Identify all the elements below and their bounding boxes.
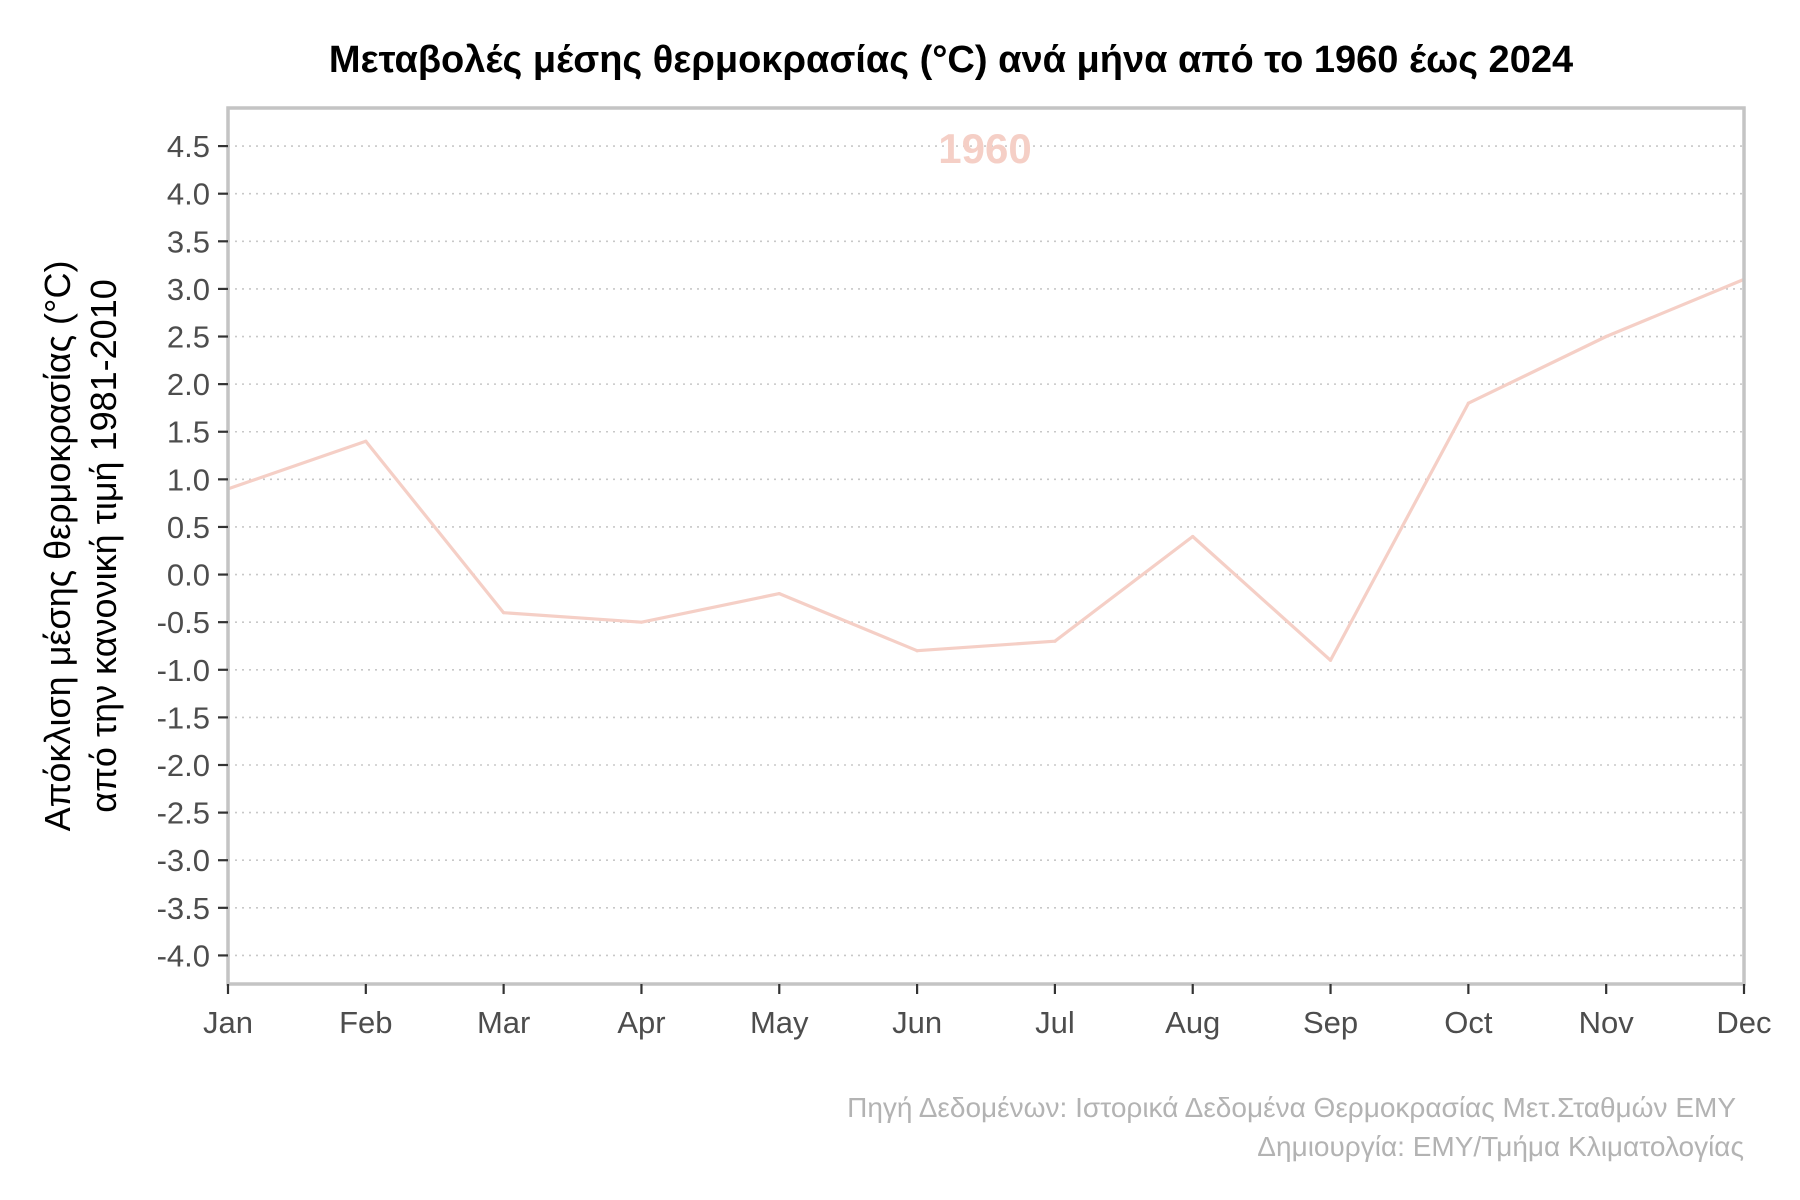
data-point: [364, 439, 368, 443]
data-point: [1191, 534, 1195, 539]
x-tick-label: Nov: [1579, 1005, 1635, 1040]
caption-source: Πηγή Δεδομένων: Ιστορικά Δεδομένα Θερμοκ…: [847, 1092, 1736, 1123]
data-point: [915, 649, 919, 653]
series-line: [227, 277, 1745, 662]
x-tick-label: Feb: [339, 1005, 392, 1040]
gridlines: [228, 145, 1744, 957]
y-tick-label: 0.5: [167, 510, 210, 545]
data-point: [1604, 334, 1608, 339]
x-tick-label: Mar: [477, 1005, 530, 1040]
data-point: [639, 620, 644, 624]
plot-panel-border: [226, 106, 1746, 986]
x-tick-label: Jun: [892, 1005, 942, 1040]
x-tick-label: Dec: [1716, 1005, 1771, 1040]
y-tick-label: 0.0: [167, 558, 210, 593]
y-tick-label: -1.0: [157, 653, 210, 688]
y-tick-label: -4.0: [157, 938, 210, 973]
y-tick-label: 2.5: [167, 320, 210, 355]
y-axis-title-line-2: από την κανονική τιμή 1981-2010: [83, 279, 124, 812]
y-tick-label: 2.0: [167, 367, 210, 402]
y-tick-label: 1.5: [167, 415, 210, 450]
y-axis-title-line-1: Απόκλιση μέσης θερμοκρασίας (°C): [37, 261, 78, 832]
data-point: [1053, 639, 1057, 643]
y-tick-label: -1.5: [157, 700, 210, 735]
y-axis-title: Απόκλιση μέσης θερμοκρασίας (°C): [37, 261, 78, 832]
x-tick-label: Sep: [1303, 1005, 1358, 1040]
y-axis-title-2: από την κανονική τιμή 1981-2010: [83, 279, 124, 812]
y-tick-label: 3.0: [167, 272, 210, 307]
year-label: 1960: [938, 125, 1031, 172]
y-tick-label: -0.5: [157, 605, 210, 640]
y-tick-label: -3.0: [157, 843, 210, 878]
x-tick-label: Oct: [1444, 1005, 1493, 1040]
data-point: [777, 592, 781, 596]
y-tick-label: -3.5: [157, 891, 210, 926]
y-tick-label: -2.0: [157, 748, 210, 783]
caption-credit: Δημιουργία: ΕΜΥ/Τμήμα Κλιματολογίας: [1257, 1131, 1744, 1162]
x-tick-label: Aug: [1165, 1005, 1220, 1040]
x-axis: Jan Feb Mar Apr May Jun Jul Aug Sep Oct Nov Dec: [203, 984, 1772, 1040]
chart-title: Μεταβολές μέσης θερμοκρασίας (°C) ανά μή…: [329, 39, 1573, 81]
y-axis: 4.5 4.0 3.5 3.0 2.5 2.0 1.5 1.0 0.5 0.0 -0.5 -1.0 -1…: [157, 129, 228, 973]
x-tick-label: Jul: [1035, 1005, 1075, 1040]
data-point: [1466, 401, 1470, 405]
series-group: [226, 277, 1746, 662]
data-point: [502, 611, 506, 615]
x-tick-label: Apr: [617, 1005, 665, 1040]
x-tick-label: Jan: [203, 1005, 253, 1040]
y-tick-label: 4.5: [167, 129, 210, 164]
x-tick-label: May: [750, 1005, 809, 1040]
y-tick-label: 4.0: [167, 177, 210, 212]
y-tick-label: 1.0: [167, 462, 210, 497]
y-tick-label: 3.5: [167, 224, 210, 259]
data-point: [1328, 658, 1333, 662]
y-tick-label: -2.5: [157, 796, 210, 831]
